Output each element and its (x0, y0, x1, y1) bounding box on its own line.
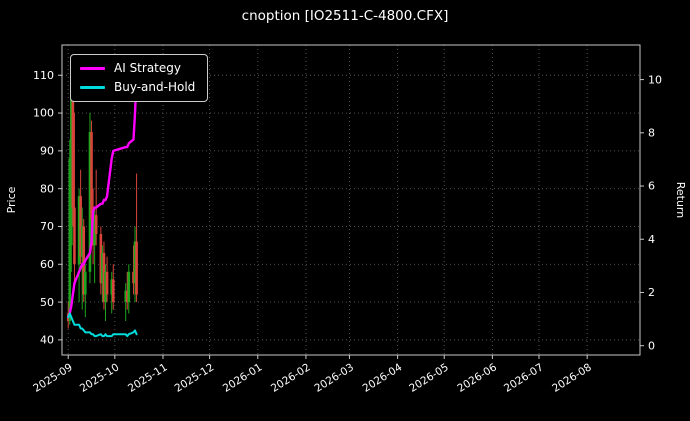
svg-text:2025-12: 2025-12 (173, 361, 217, 394)
y-axis-label-right: Return (674, 182, 687, 219)
svg-text:2: 2 (648, 286, 655, 299)
svg-text:6: 6 (648, 180, 655, 193)
svg-text:2026-07: 2026-07 (502, 361, 546, 394)
svg-text:50: 50 (40, 296, 54, 309)
candlestick-series (66, 75, 138, 329)
y-axis-left: 40 50 60 70 80 90 100 110 (33, 69, 62, 347)
svg-text:2025-09: 2025-09 (31, 361, 75, 394)
svg-text:2025-10: 2025-10 (78, 361, 122, 394)
svg-text:2025-11: 2025-11 (126, 361, 170, 394)
legend-item-ai-strategy: AI Strategy (80, 61, 195, 75)
x-axis: 2025-09 2025-10 2025-11 2025-12 2026-01 2026-… (31, 355, 594, 395)
chart-title: cnoption [IO2511-C-4800.CFX] (241, 8, 449, 24)
y-axis-right: 0 2 4 6 8 10 (640, 73, 662, 352)
axes (61, 44, 641, 356)
svg-text:0: 0 (648, 339, 655, 352)
legend-item-buy-and-hold: Buy-and-Hold (80, 80, 195, 94)
svg-text:40: 40 (40, 334, 54, 347)
svg-text:2026-04: 2026-04 (361, 361, 405, 395)
svg-text:90: 90 (40, 145, 54, 158)
legend-swatch-ai-strategy (80, 66, 105, 70)
svg-text:4: 4 (648, 233, 655, 246)
svg-text:2026-06: 2026-06 (455, 361, 499, 395)
buy-and-hold-line (67, 312, 138, 338)
svg-text:60: 60 (40, 258, 54, 271)
svg-text:100: 100 (33, 107, 54, 120)
legend-label-buy-and-hold: Buy-and-Hold (114, 80, 196, 94)
legend-swatch-buy-and-hold (80, 85, 105, 89)
legend: AI Strategy Buy-and-Hold (70, 54, 209, 102)
svg-text:2026-02: 2026-02 (269, 361, 313, 394)
y-axis-label-left: Price (5, 186, 18, 213)
svg-text:70: 70 (40, 220, 54, 233)
svg-text:110: 110 (33, 69, 54, 82)
svg-text:2026-01: 2026-01 (221, 361, 265, 394)
svg-text:10: 10 (648, 73, 662, 86)
svg-text:2026-08: 2026-08 (550, 361, 594, 394)
ai-strategy-line (67, 74, 138, 319)
svg-text:8: 8 (648, 127, 655, 140)
svg-text:80: 80 (40, 182, 54, 195)
legend-label-ai-strategy: AI Strategy (114, 61, 181, 75)
svg-text:2026-03: 2026-03 (312, 361, 356, 394)
svg-text:2026-05: 2026-05 (407, 361, 451, 394)
